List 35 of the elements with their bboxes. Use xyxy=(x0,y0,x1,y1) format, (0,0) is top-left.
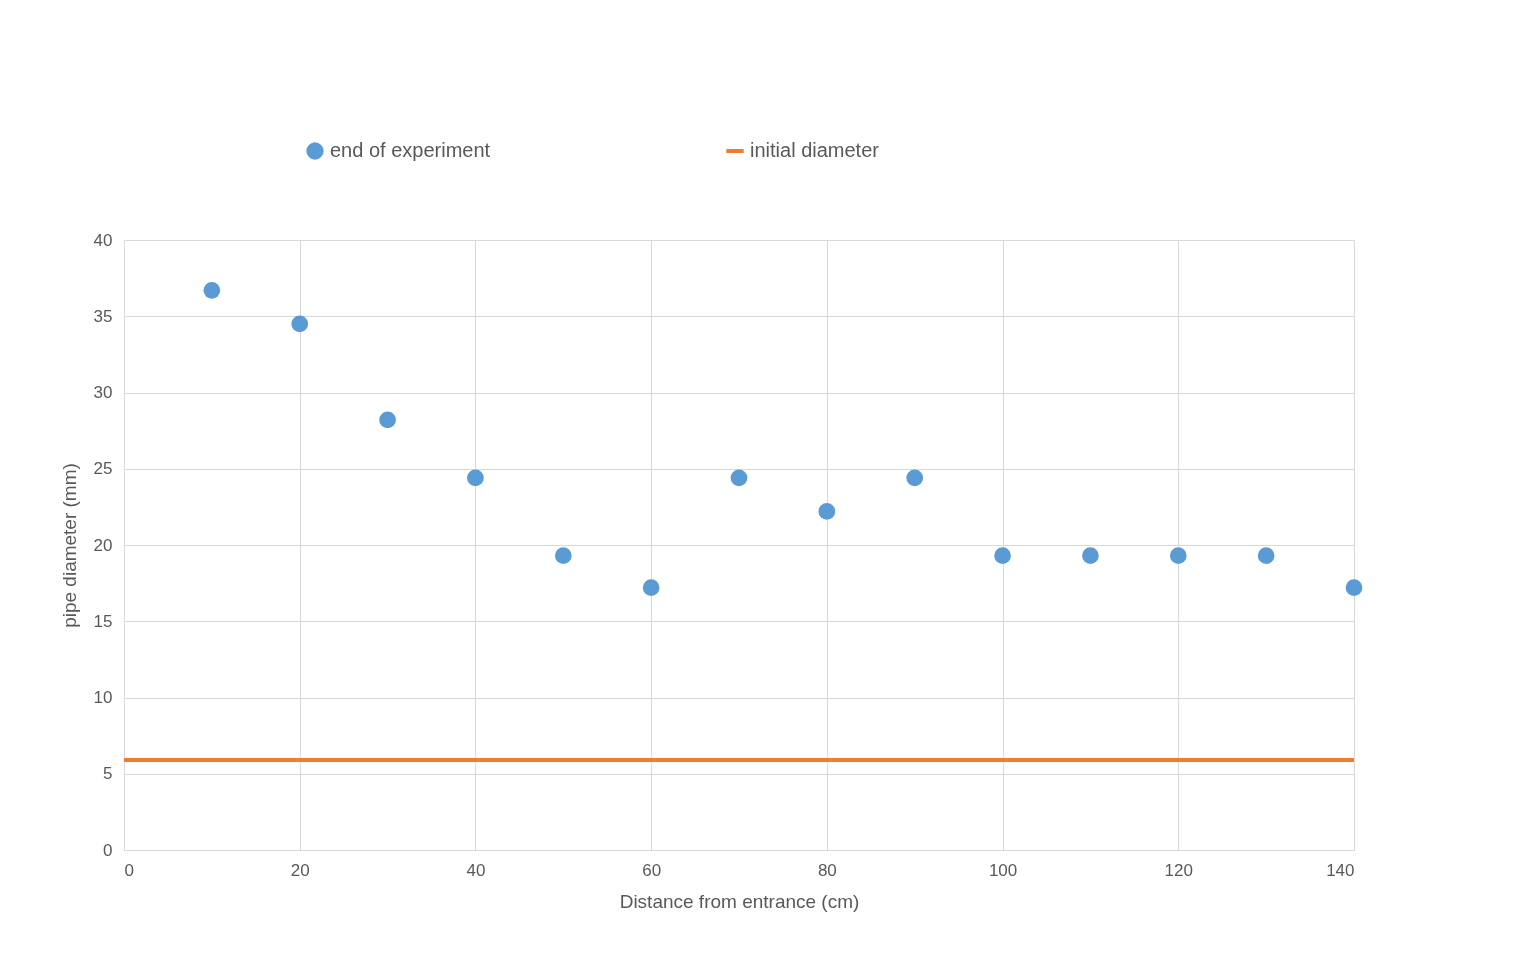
y-tick-label: 5 xyxy=(103,764,113,784)
y-tick-label: 0 xyxy=(103,840,113,860)
point xyxy=(730,469,748,487)
y-tick-label: 15 xyxy=(93,611,113,631)
x-tick-label: 100 xyxy=(988,860,1018,880)
y-tick-label: 20 xyxy=(93,535,113,555)
y-tick-label: 25 xyxy=(93,459,113,479)
x-tick-label: 80 xyxy=(817,860,837,880)
y-tick-label: 40 xyxy=(93,230,113,250)
point xyxy=(1257,547,1275,565)
point xyxy=(1082,547,1099,565)
x-axis-title: Distance from entrance (cm) xyxy=(619,890,860,912)
x-tick-label: 60 xyxy=(642,860,662,880)
y-tick-label: 30 xyxy=(93,383,113,402)
point xyxy=(467,469,484,487)
x-tick-label: 40 xyxy=(466,860,486,880)
point xyxy=(906,469,924,487)
point xyxy=(818,503,836,520)
point xyxy=(379,411,396,429)
y-tick-label: 10 xyxy=(93,688,113,707)
x-tick-label: 140 xyxy=(1326,860,1355,880)
legend-label: end of experiment xyxy=(330,139,491,161)
x-tick-label: 120 xyxy=(1164,860,1193,880)
x-tick-label: 20 xyxy=(290,860,310,880)
point xyxy=(642,579,660,597)
point xyxy=(554,547,572,565)
legend-label: initial diameter xyxy=(750,139,880,161)
point xyxy=(1345,579,1363,597)
x-tick-label: 0 xyxy=(124,860,134,880)
point xyxy=(994,547,1011,565)
point xyxy=(203,281,221,299)
y-tick-label: 35 xyxy=(93,306,113,326)
y-axis-title: pipe diameter (mm) xyxy=(58,463,80,628)
point xyxy=(1169,547,1187,565)
point xyxy=(291,315,309,333)
